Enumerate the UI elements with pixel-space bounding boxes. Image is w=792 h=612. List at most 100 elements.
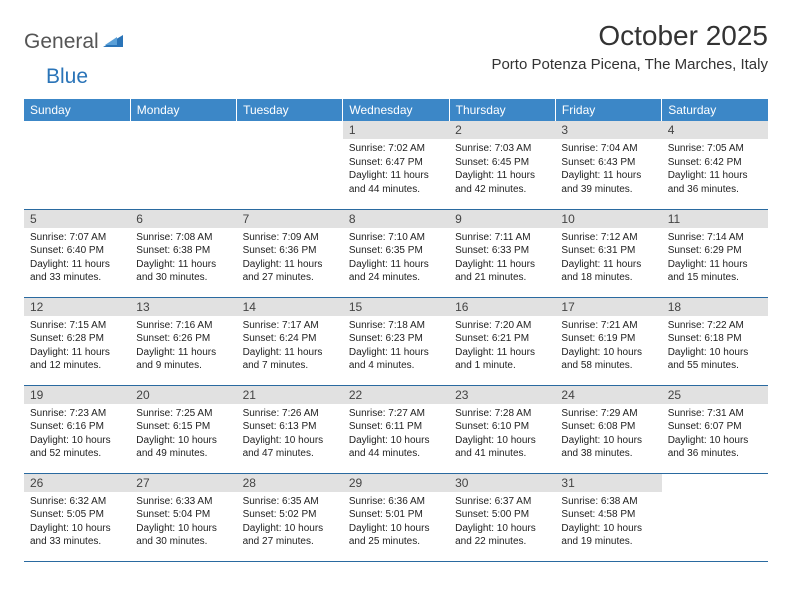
day-detail: Sunrise: 7:04 AMSunset: 6:43 PMDaylight:… bbox=[555, 139, 661, 200]
sunset-line: Sunset: 6:36 PM bbox=[243, 244, 337, 258]
day-detail: Sunrise: 7:16 AMSunset: 6:26 PMDaylight:… bbox=[130, 316, 236, 377]
day-detail: Sunrise: 7:22 AMSunset: 6:18 PMDaylight:… bbox=[662, 316, 768, 377]
day-number: 16 bbox=[449, 298, 555, 316]
daylight-line: Daylight: 11 hours and 39 minutes. bbox=[561, 169, 655, 196]
daylight-line: Daylight: 11 hours and 36 minutes. bbox=[668, 169, 762, 196]
day-detail: Sunrise: 7:05 AMSunset: 6:42 PMDaylight:… bbox=[662, 139, 768, 200]
day-number: 14 bbox=[237, 298, 343, 316]
logo-text-general: General bbox=[24, 30, 99, 54]
day-number: 5 bbox=[24, 210, 130, 228]
day-detail: Sunrise: 7:25 AMSunset: 6:15 PMDaylight:… bbox=[130, 404, 236, 465]
sunset-line: Sunset: 5:05 PM bbox=[30, 508, 124, 522]
daylight-line: Daylight: 11 hours and 12 minutes. bbox=[30, 346, 124, 373]
day-detail: Sunrise: 7:29 AMSunset: 6:08 PMDaylight:… bbox=[555, 404, 661, 465]
sunset-line: Sunset: 6:21 PM bbox=[455, 332, 549, 346]
calendar-day-cell bbox=[130, 121, 236, 209]
calendar-day-cell: 23Sunrise: 7:28 AMSunset: 6:10 PMDayligh… bbox=[449, 385, 555, 473]
daylight-line: Daylight: 10 hours and 58 minutes. bbox=[561, 346, 655, 373]
day-detail: Sunrise: 7:10 AMSunset: 6:35 PMDaylight:… bbox=[343, 228, 449, 289]
sunset-line: Sunset: 5:04 PM bbox=[136, 508, 230, 522]
calendar-day-cell: 21Sunrise: 7:26 AMSunset: 6:13 PMDayligh… bbox=[237, 385, 343, 473]
day-number: 12 bbox=[24, 298, 130, 316]
day-detail: Sunrise: 7:31 AMSunset: 6:07 PMDaylight:… bbox=[662, 404, 768, 465]
sunset-line: Sunset: 6:31 PM bbox=[561, 244, 655, 258]
daylight-line: Daylight: 10 hours and 49 minutes. bbox=[136, 434, 230, 461]
day-number: 24 bbox=[555, 386, 661, 404]
daylight-line: Daylight: 10 hours and 41 minutes. bbox=[455, 434, 549, 461]
day-number: 2 bbox=[449, 121, 555, 139]
sunset-line: Sunset: 6:28 PM bbox=[30, 332, 124, 346]
calendar-day-cell: 17 Sunrise: 7:21 AMSunset: 6:19 PMDayligh… bbox=[555, 297, 661, 385]
dayhdr-friday: Friday bbox=[555, 99, 661, 121]
sunrise-line: Sunrise: 6:37 AM bbox=[455, 495, 549, 509]
sunrise-line: Sunrise: 7:18 AM bbox=[349, 319, 443, 333]
title-block: October 2025 Porto Potenza Picena, The M… bbox=[491, 20, 768, 73]
calendar-day-cell: 8Sunrise: 7:10 AMSunset: 6:35 PMDaylight… bbox=[343, 209, 449, 297]
calendar-day-cell: 27Sunrise: 6:33 AMSunset: 5:04 PMDayligh… bbox=[130, 473, 236, 561]
sunrise-line: Sunrise: 7:31 AM bbox=[668, 407, 762, 421]
calendar-day-cell: 10Sunrise: 7:12 AMSunset: 6:31 PMDayligh… bbox=[555, 209, 661, 297]
calendar-table: Sunday Monday Tuesday Wednesday Thursday… bbox=[24, 99, 768, 562]
day-detail: Sunrise: 7:08 AMSunset: 6:38 PMDaylight:… bbox=[130, 228, 236, 289]
sunset-line: Sunset: 6:23 PM bbox=[349, 332, 443, 346]
sunset-line: Sunset: 6:42 PM bbox=[668, 156, 762, 170]
daylight-line: Daylight: 10 hours and 38 minutes. bbox=[561, 434, 655, 461]
sunrise-line: Sunrise: 7:12 AM bbox=[561, 231, 655, 245]
dayhdr-tuesday: Tuesday bbox=[237, 99, 343, 121]
daylight-line: Daylight: 10 hours and 30 minutes. bbox=[136, 522, 230, 549]
dayhdr-wednesday: Wednesday bbox=[343, 99, 449, 121]
daylight-line: Daylight: 11 hours and 18 minutes. bbox=[561, 258, 655, 285]
daylight-line: Daylight: 10 hours and 25 minutes. bbox=[349, 522, 443, 549]
day-number: 8 bbox=[343, 210, 449, 228]
day-detail: Sunrise: 7:11 AMSunset: 6:33 PMDaylight:… bbox=[449, 228, 555, 289]
day-number: 3 bbox=[555, 121, 661, 139]
calendar-day-cell: 30Sunrise: 6:37 AMSunset: 5:00 PMDayligh… bbox=[449, 473, 555, 561]
sunrise-line: Sunrise: 7:04 AM bbox=[561, 142, 655, 156]
sunrise-line: Sunrise: 7:07 AM bbox=[30, 231, 124, 245]
day-detail: Sunrise: 6:32 AMSunset: 5:05 PMDaylight:… bbox=[24, 492, 130, 553]
dayhdr-sunday: Sunday bbox=[24, 99, 130, 121]
day-number: 20 bbox=[130, 386, 236, 404]
sunrise-line: Sunrise: 7:29 AM bbox=[561, 407, 655, 421]
day-detail: Sunrise: 7:28 AMSunset: 6:10 PMDaylight:… bbox=[449, 404, 555, 465]
sunrise-line: Sunrise: 7:08 AM bbox=[136, 231, 230, 245]
daylight-line: Daylight: 10 hours and 33 minutes. bbox=[30, 522, 124, 549]
calendar-day-cell: 3Sunrise: 7:04 AMSunset: 6:43 PMDaylight… bbox=[555, 121, 661, 209]
day-number: 31 bbox=[555, 474, 661, 492]
calendar-day-cell: 14Sunrise: 7:17 AMSunset: 6:24 PMDayligh… bbox=[237, 297, 343, 385]
sunrise-line: Sunrise: 7:22 AM bbox=[668, 319, 762, 333]
calendar-day-cell: 28Sunrise: 6:35 AMSunset: 5:02 PMDayligh… bbox=[237, 473, 343, 561]
day-detail: Sunrise: 6:35 AMSunset: 5:02 PMDaylight:… bbox=[237, 492, 343, 553]
day-header-row: Sunday Monday Tuesday Wednesday Thursday… bbox=[24, 99, 768, 121]
calendar-day-cell: 6Sunrise: 7:08 AMSunset: 6:38 PMDaylight… bbox=[130, 209, 236, 297]
sunrise-line: Sunrise: 7:23 AM bbox=[30, 407, 124, 421]
day-number: 18 bbox=[662, 298, 768, 316]
daylight-line: Daylight: 11 hours and 21 minutes. bbox=[455, 258, 549, 285]
day-number: 1 bbox=[343, 121, 449, 139]
calendar-day-cell: 25Sunrise: 7:31 AMSunset: 6:07 PMDayligh… bbox=[662, 385, 768, 473]
dayhdr-saturday: Saturday bbox=[662, 99, 768, 121]
sunset-line: Sunset: 6:43 PM bbox=[561, 156, 655, 170]
sunset-line: Sunset: 6:08 PM bbox=[561, 420, 655, 434]
sunrise-line: Sunrise: 6:32 AM bbox=[30, 495, 124, 509]
sunset-line: Sunset: 6:07 PM bbox=[668, 420, 762, 434]
day-number: 10 bbox=[555, 210, 661, 228]
sunset-line: Sunset: 6:29 PM bbox=[668, 244, 762, 258]
sunrise-line: Sunrise: 7:26 AM bbox=[243, 407, 337, 421]
calendar-week-row: 5Sunrise: 7:07 AMSunset: 6:40 PMDaylight… bbox=[24, 209, 768, 297]
calendar-day-cell bbox=[24, 121, 130, 209]
day-number: 17 bbox=[555, 298, 661, 316]
daylight-line: Daylight: 10 hours and 27 minutes. bbox=[243, 522, 337, 549]
logo: General bbox=[24, 20, 125, 54]
calendar-day-cell: 29Sunrise: 6:36 AMSunset: 5:01 PMDayligh… bbox=[343, 473, 449, 561]
sunset-line: Sunset: 6:18 PM bbox=[668, 332, 762, 346]
calendar-day-cell: 7Sunrise: 7:09 AMSunset: 6:36 PMDaylight… bbox=[237, 209, 343, 297]
calendar-day-cell: 31Sunrise: 6:38 AMSunset: 4:58 PMDayligh… bbox=[555, 473, 661, 561]
calendar-day-cell: 2Sunrise: 7:03 AMSunset: 6:45 PMDaylight… bbox=[449, 121, 555, 209]
sunset-line: Sunset: 6:19 PM bbox=[561, 332, 655, 346]
day-number: 30 bbox=[449, 474, 555, 492]
calendar-day-cell: 11Sunrise: 7:14 AMSunset: 6:29 PMDayligh… bbox=[662, 209, 768, 297]
day-detail: Sunrise: 7:12 AMSunset: 6:31 PMDaylight:… bbox=[555, 228, 661, 289]
sunset-line: Sunset: 6:16 PM bbox=[30, 420, 124, 434]
sunrise-line: Sunrise: 7:21 AM bbox=[561, 319, 655, 333]
